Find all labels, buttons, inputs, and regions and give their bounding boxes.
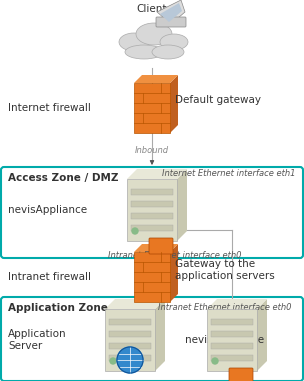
Polygon shape [157,0,185,24]
FancyBboxPatch shape [149,238,173,254]
Polygon shape [134,75,178,83]
Circle shape [117,347,143,373]
Text: Internet Ethernet interface eth1: Internet Ethernet interface eth1 [162,170,295,179]
FancyBboxPatch shape [131,225,173,231]
FancyBboxPatch shape [109,343,151,349]
Polygon shape [105,299,165,309]
Polygon shape [134,252,170,302]
Text: Internet firewall: Internet firewall [8,103,91,113]
Circle shape [212,358,218,364]
Circle shape [132,228,138,234]
FancyBboxPatch shape [1,297,303,381]
Polygon shape [160,3,182,22]
Polygon shape [257,299,267,371]
Polygon shape [155,299,165,371]
Text: nevisAppliance: nevisAppliance [185,335,264,345]
Ellipse shape [160,34,188,50]
FancyBboxPatch shape [229,368,253,381]
Text: Gateway to the
application servers: Gateway to the application servers [175,259,275,281]
Circle shape [110,358,116,364]
Text: Application
Server: Application Server [8,329,67,351]
Text: Intranet firewall: Intranet firewall [8,272,91,282]
Ellipse shape [136,23,172,45]
Text: Inbound: Inbound [135,146,169,155]
Polygon shape [134,83,170,133]
Text: Access Zone / DMZ: Access Zone / DMZ [8,173,119,183]
Polygon shape [105,309,155,371]
Polygon shape [127,179,177,241]
Polygon shape [127,169,187,179]
FancyBboxPatch shape [131,189,173,195]
Text: Client: Client [137,4,167,14]
Text: Intranet Ethernet interface eth0: Intranet Ethernet interface eth0 [108,251,241,260]
Text: nevisAppliance: nevisAppliance [8,205,87,215]
Text: Default gateway: Default gateway [175,95,261,105]
Ellipse shape [152,45,184,59]
FancyBboxPatch shape [131,213,173,219]
FancyBboxPatch shape [211,331,253,337]
Polygon shape [134,244,178,252]
FancyBboxPatch shape [211,343,253,349]
Text: Intranet Ethernet interface eth0: Intranet Ethernet interface eth0 [158,303,292,312]
Polygon shape [207,309,257,371]
Polygon shape [207,299,267,309]
Polygon shape [170,244,178,302]
Polygon shape [170,75,178,133]
FancyBboxPatch shape [109,355,151,361]
FancyBboxPatch shape [109,331,151,337]
FancyBboxPatch shape [109,319,151,325]
FancyBboxPatch shape [131,201,173,207]
FancyBboxPatch shape [211,319,253,325]
Text: Application Zone: Application Zone [8,303,108,313]
FancyBboxPatch shape [1,167,303,258]
FancyBboxPatch shape [211,355,253,361]
FancyBboxPatch shape [156,17,186,27]
Ellipse shape [125,45,163,59]
Ellipse shape [119,33,149,51]
Polygon shape [177,169,187,241]
